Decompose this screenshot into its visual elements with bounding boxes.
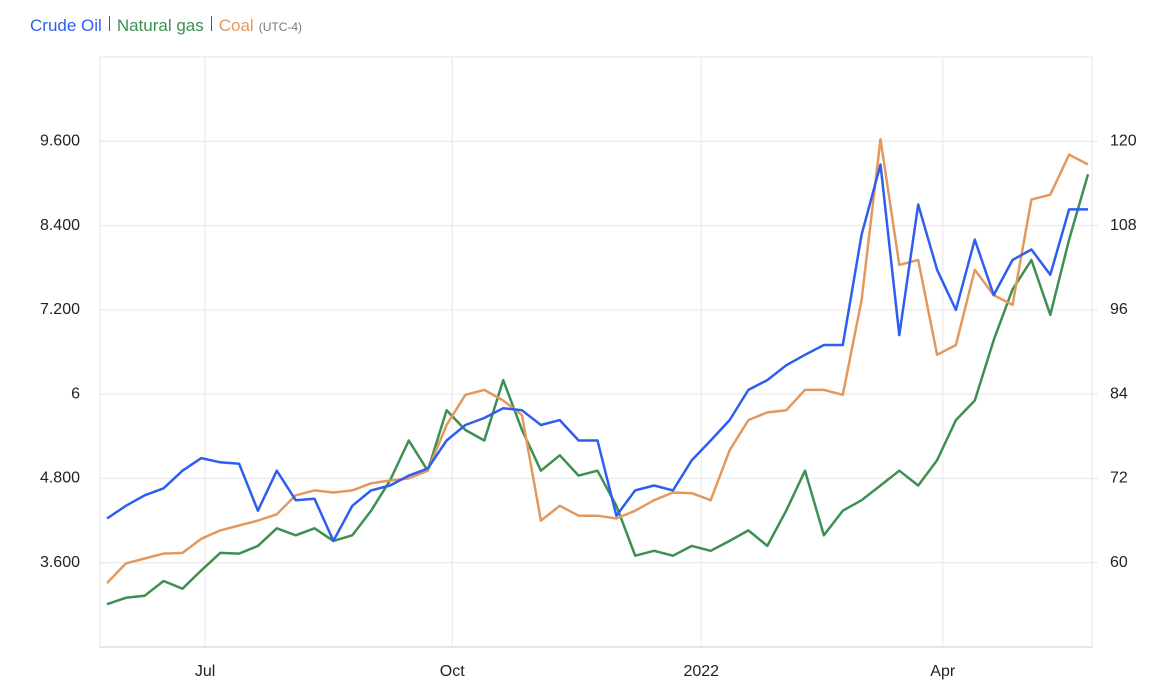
y2-tick-label: 96 [1110,301,1128,318]
y2-tick-label: 84 [1110,385,1128,402]
x-tick-label: Jul [195,663,215,680]
legend-entry[interactable]: Crude Oil [30,16,102,35]
y2-tick-label: 60 [1110,554,1128,571]
y-tick-label: 4.800 [40,470,80,487]
y2-tick-label: 108 [1110,217,1137,234]
legend: Crude Oil Natural gas Coal (UTC-4) [30,16,302,36]
y-tick-label: 3.600 [40,554,80,571]
separator [108,16,110,31]
timezone: (UTC-4) [258,20,303,34]
series-line [106,163,1088,543]
legend-entry[interactable]: Natural gas [116,16,204,35]
x-tick-label: Apr [930,663,956,680]
y-tick-label: 9.600 [40,133,80,150]
y-tick-label: 8.400 [40,217,80,234]
y-tick-label: 6 [71,385,80,402]
series-line [106,137,1089,584]
x-tick-label: 2022 [683,663,719,680]
series-line [106,173,1090,606]
y2-tick-label: 120 [1110,133,1137,150]
y2-tick-label: 72 [1110,470,1128,487]
y-tick-label: 7.200 [40,301,80,318]
x-tick-label: Oct [440,663,465,680]
legend-entry[interactable]: Coal [218,16,254,35]
separator [210,16,212,31]
